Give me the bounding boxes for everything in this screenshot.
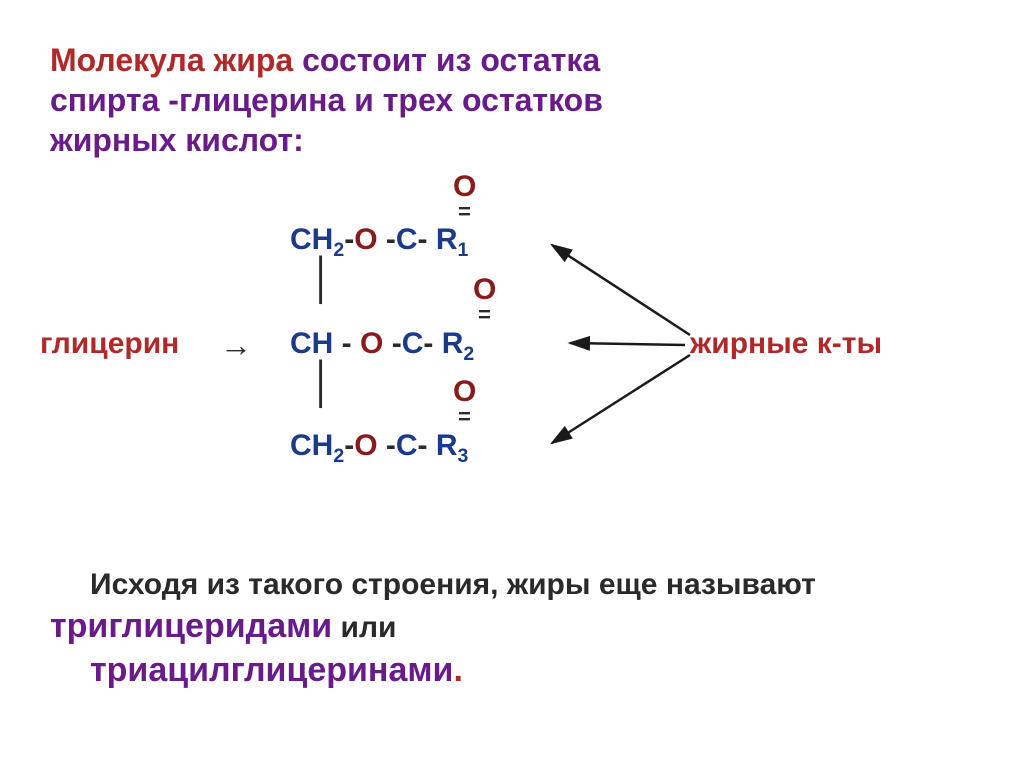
heading-rest1: состоит из остатка xyxy=(293,42,600,78)
footer-dot: . xyxy=(453,651,462,689)
heading-line3: жирных кислот: xyxy=(50,122,304,158)
double-bond-2: = xyxy=(478,302,485,328)
formula-row-3: CH2-O -C- R3 xyxy=(290,429,468,468)
footer-term1: триглицеридами xyxy=(50,607,332,645)
arrow-glycerol: → xyxy=(220,327,252,364)
chemical-diagram: O = CH2-O -C- R1 │ O = глицерин → CH - O… xyxy=(50,175,974,545)
fatty-acids-label: жирные к-ты xyxy=(690,327,882,361)
footer-term2: триацилглицеринами xyxy=(90,651,453,689)
heading-line2: спирта -глицерина и трех остатков xyxy=(50,82,603,118)
footer-or: или xyxy=(341,611,397,644)
footer-part1: Исходя из такого строения, жиры еще назы… xyxy=(90,568,816,601)
footer-text: Исходя из такого строения, жиры еще назы… xyxy=(50,565,974,692)
heading-accent: Молекула жира xyxy=(50,42,293,78)
double-bond-1: = xyxy=(458,199,465,225)
glycerol-label: глицерин xyxy=(40,327,179,361)
bond-bar-2: │ xyxy=(310,361,335,406)
double-bond-3: = xyxy=(458,404,465,430)
bond-bar-1: │ xyxy=(310,257,335,302)
heading: Молекула жира состоит из остатка спирта … xyxy=(50,40,974,160)
